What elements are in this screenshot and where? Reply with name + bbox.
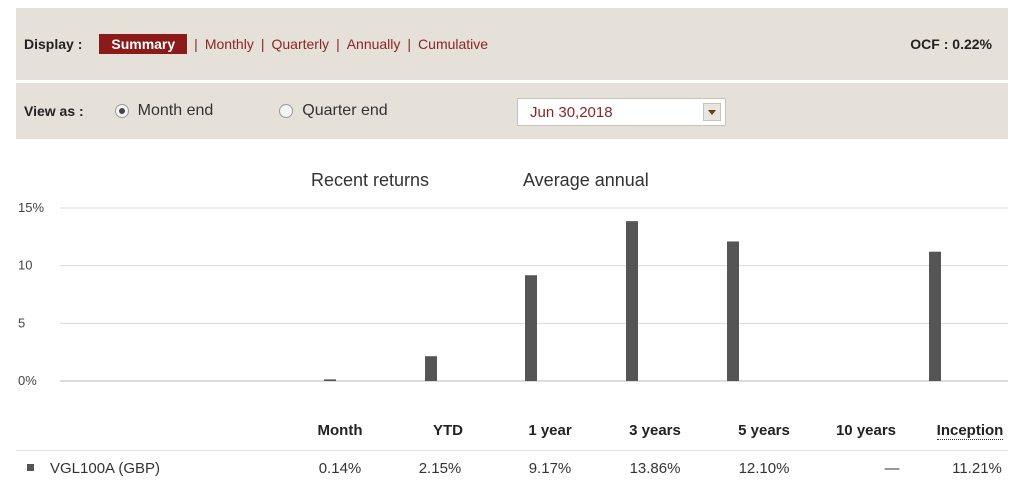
bar-ytd[interactable] [425,356,437,381]
bar-1-year[interactable] [525,275,537,381]
ocf-value: OCF : 0.22% [910,36,992,52]
table-divider [16,450,1008,451]
inception-link[interactable]: Inception [936,422,1004,440]
tab-annually[interactable]: Annually [346,36,401,52]
column-header-10-years: 10 years [835,422,897,439]
value-inception: 11.21% [952,460,1002,477]
tab-separator: | [336,36,340,52]
date-select-value: Jun 30,2018 [530,103,613,121]
radio-month-end[interactable]: Month end [114,102,214,120]
radio-month-end-circle[interactable] [114,104,129,118]
y-tick-label: 15% [18,200,44,215]
display-toolbar: Display : Summary | Monthly | Quarterly … [16,8,1008,80]
tab-cumulative[interactable]: Cumulative [418,36,489,52]
tab-separator: | [407,36,412,52]
radio-month-end-label: Month end [137,102,214,119]
display-label: Display : [24,36,83,52]
radio-quarter-end-label: Quarter end [302,102,388,119]
value-10-years: — [884,460,900,477]
value-1-year: 9.17% [528,460,572,477]
chevron-down-icon[interactable] [703,103,721,121]
value-month: 0.14% [318,460,362,477]
radio-quarter-end-circle[interactable] [279,104,294,118]
column-header-ytd: YTD [433,422,463,439]
fund-name: VGL100A (GBP) [50,460,161,477]
y-tick-label: 10 [18,258,32,273]
radio-quarter-end[interactable]: Quarter end [279,102,388,120]
tab-separator: | [194,36,198,52]
y-tick-label: 5 [18,315,25,330]
date-select[interactable]: Jun 30,2018 [517,98,726,126]
bar-inception[interactable] [929,251,941,381]
column-header-1-year: 1 year [528,422,572,439]
recent-returns-heading: Recent returns [311,170,430,190]
value-5-years: 12.10% [738,460,790,477]
returns-bar-chart: 15% 10 5 0% [18,200,1008,388]
bar-3-years[interactable] [626,221,638,381]
bar-month[interactable] [324,379,336,381]
radio-selected-dot [118,108,125,114]
tab-monthly[interactable]: Monthly [204,36,254,52]
view-as-toolbar: View as : Month end Quarter end Jun 30,2… [16,83,1008,139]
column-header-inception[interactable]: Inception [920,422,1020,440]
bar-5-years[interactable] [727,241,739,381]
value-ytd: 2.15% [418,460,462,477]
y-tick-label: 0% [18,373,37,388]
tab-separator: | [260,36,265,52]
column-header-month: Month [317,422,363,439]
column-header-3-years: 3 years [629,422,681,439]
view-as-label: View as : [24,103,84,119]
average-annual-heading: Average annual [523,170,649,190]
column-header-5-years: 5 years [738,422,790,439]
tab-summary[interactable]: Summary [99,34,188,54]
fund-legend-square [27,464,34,471]
tab-quarterly[interactable]: Quarterly [271,36,330,52]
value-3-years: 13.86% [629,460,681,477]
